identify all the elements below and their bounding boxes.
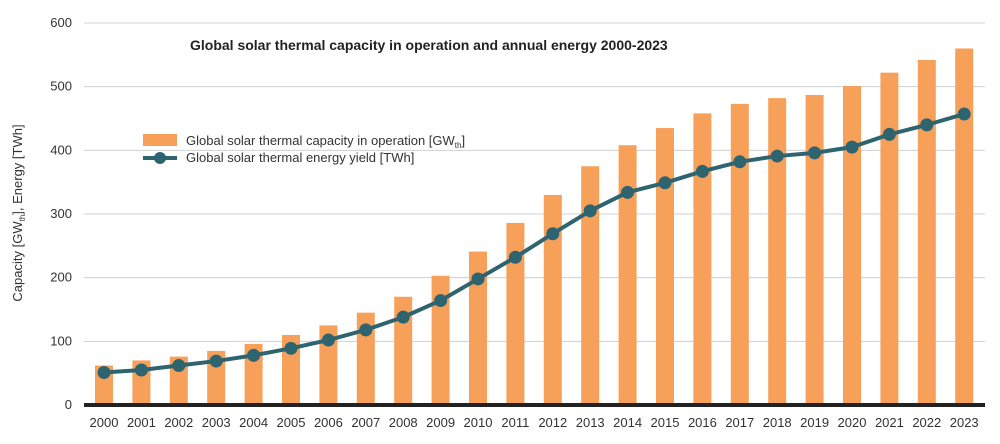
line-point <box>882 127 896 141</box>
bar <box>431 275 450 405</box>
x-tick-label: 2003 <box>202 415 231 430</box>
bar <box>880 72 899 405</box>
line-point <box>920 118 934 132</box>
bar <box>656 128 674 406</box>
line-point <box>471 272 485 286</box>
bar <box>319 325 338 405</box>
y-tick-label: 300 <box>50 206 72 221</box>
bar <box>805 94 824 406</box>
line-point <box>396 310 410 324</box>
line-point <box>508 250 522 264</box>
line-point <box>97 366 111 380</box>
legend-label-energy: Global solar thermal energy yield [TWh] <box>186 150 414 165</box>
y-tick-label: 400 <box>50 142 72 157</box>
bar <box>843 86 861 405</box>
line-point <box>172 359 186 373</box>
line-point <box>733 155 747 169</box>
line-point <box>134 363 148 377</box>
x-tick-label: 2012 <box>538 415 567 430</box>
line-point <box>321 333 335 347</box>
y-tick-label: 500 <box>50 79 72 94</box>
bar <box>394 296 413 405</box>
energy-line <box>97 107 971 380</box>
line-point <box>957 107 971 121</box>
line-point <box>808 146 822 160</box>
x-tick-label: 2023 <box>950 415 979 430</box>
x-tick-label: 2010 <box>464 415 493 430</box>
bar <box>581 166 600 405</box>
bar <box>955 48 974 405</box>
y-axis-label: Capacity [GWth], Energy [TWh] <box>10 124 27 301</box>
legend-swatch-energy-marker <box>154 152 166 164</box>
x-tick-label: 2018 <box>763 415 792 430</box>
x-tick-label: 2020 <box>838 415 867 430</box>
x-tick-label: 2016 <box>688 415 717 430</box>
bar <box>506 222 525 405</box>
line-point <box>770 149 784 163</box>
bar <box>730 103 749 406</box>
x-tick-label: 2004 <box>239 415 268 430</box>
bar <box>768 98 787 406</box>
line-point <box>695 164 709 178</box>
x-tick-label: 2017 <box>725 415 754 430</box>
y-tick-label: 200 <box>50 270 72 285</box>
bar <box>693 113 712 405</box>
gridlines <box>84 22 985 342</box>
x-tick-label: 2011 <box>501 415 529 430</box>
y-tick-label: 0 <box>65 397 72 412</box>
line-point <box>658 176 672 190</box>
x-tick-label: 2005 <box>277 415 306 430</box>
legend: Global solar thermal capacity in operati… <box>143 133 465 165</box>
bar <box>618 145 637 406</box>
x-tick-label: 2006 <box>314 415 343 430</box>
legend-label-capacity: Global solar thermal capacity in operati… <box>186 133 465 150</box>
line-point <box>284 341 298 355</box>
line-point <box>247 348 261 362</box>
chart-title: Global solar thermal capacity in operati… <box>190 37 668 53</box>
x-tick-label: 2021 <box>875 415 904 430</box>
x-tick-label: 2022 <box>912 415 941 430</box>
x-tick-label: 2015 <box>651 415 680 430</box>
capacity-bars <box>95 48 974 406</box>
x-tick-label: 2014 <box>613 415 642 430</box>
line-point <box>546 227 560 241</box>
line-point <box>621 185 635 199</box>
x-tick-label: 2019 <box>800 415 829 430</box>
x-tick-label: 2001 <box>127 415 156 430</box>
legend-swatch-capacity <box>143 134 177 146</box>
x-axis-ticks: 2000 2001 2002 2003 2004 2005 2006 2007 2008 2009… <box>90 415 979 430</box>
y-tick-label: 600 <box>50 15 72 30</box>
bar <box>917 59 936 405</box>
y-axis-ticks: 0 100 200 300 400 500 600 <box>50 15 72 412</box>
bar <box>543 194 562 405</box>
line-point <box>359 323 373 337</box>
y-tick-label: 100 <box>50 333 72 348</box>
x-tick-label: 2000 <box>90 415 119 430</box>
x-tick-label: 2002 <box>164 415 193 430</box>
bar <box>356 312 375 405</box>
x-tick-label: 2013 <box>576 415 605 430</box>
bar <box>469 251 487 405</box>
line-point <box>583 204 597 218</box>
x-tick-label: 2007 <box>351 415 380 430</box>
line-point <box>845 140 859 154</box>
line-point <box>209 354 223 368</box>
x-tick-label: 2008 <box>389 415 418 430</box>
line-point <box>434 294 448 308</box>
x-tick-label: 2009 <box>426 415 455 430</box>
